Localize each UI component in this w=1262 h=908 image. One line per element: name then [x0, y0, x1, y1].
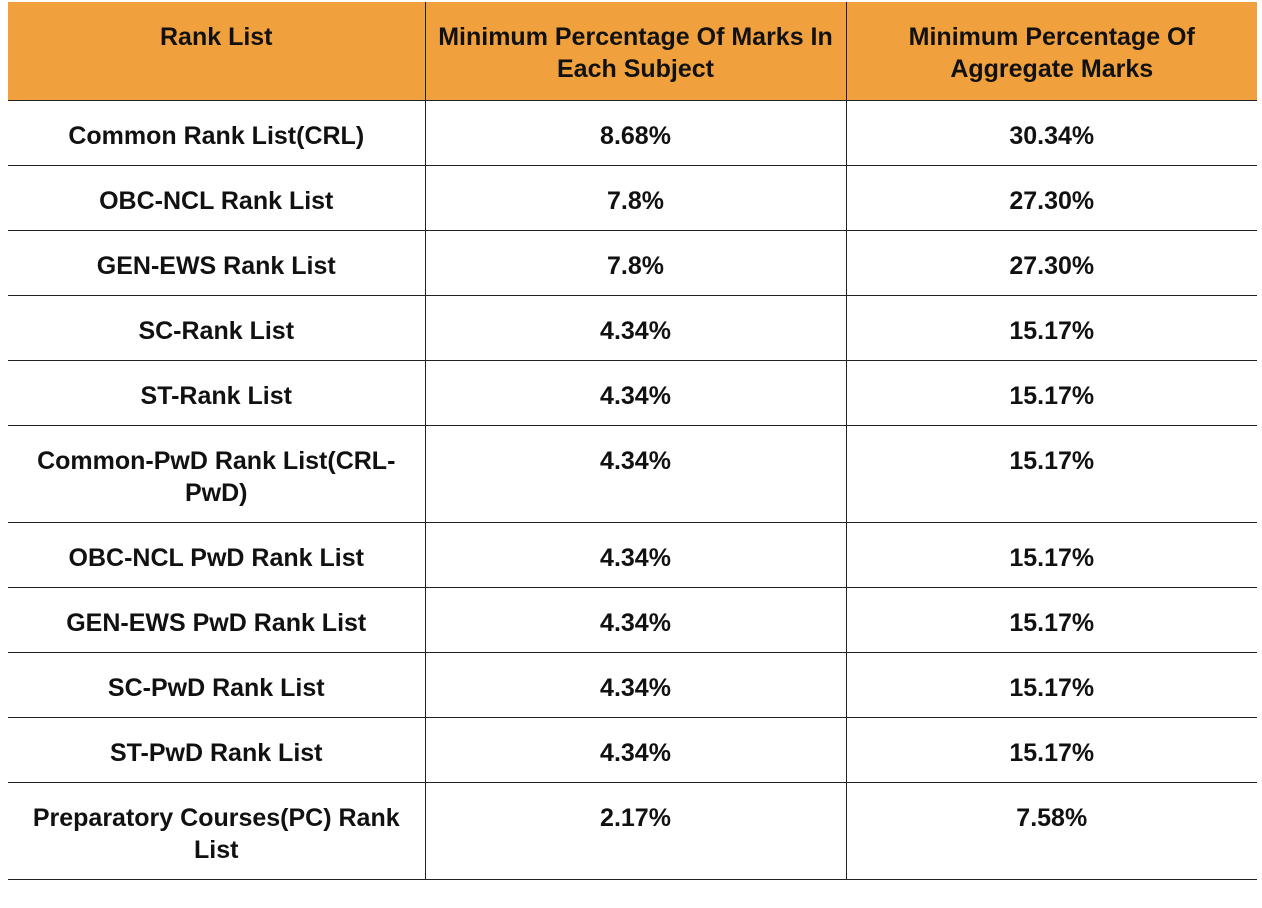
min-subject-percentage: 4.34% [424, 360, 847, 426]
min-subject-percentage: 8.68% [424, 100, 847, 166]
rank-list-name: SC-Rank List [8, 295, 426, 361]
min-subject-percentage: 4.34% [424, 587, 847, 653]
table-row: OBC-NCL Rank List 7.8% 27.30% [8, 165, 1257, 231]
rank-list-name: OBC-NCL PwD Rank List [8, 522, 426, 588]
table-row: ST-Rank List 4.34% 15.17% [8, 360, 1257, 426]
rank-list-table-container: Rank List Minimum Percentage Of Marks In… [8, 2, 1257, 880]
min-subject-percentage: 4.34% [424, 717, 847, 783]
min-subject-percentage: 4.34% [424, 652, 847, 718]
min-subject-percentage: 7.8% [424, 230, 847, 296]
rank-list-name: GEN-EWS PwD Rank List [8, 587, 426, 653]
table-row: Common-PwD Rank List(CRL-PwD) 4.34% 15.1… [8, 425, 1257, 523]
header-rank-list: Rank List [8, 2, 426, 101]
min-subject-percentage: 4.34% [424, 522, 847, 588]
rank-list-name: SC-PwD Rank List [8, 652, 426, 718]
rank-list-name: ST-Rank List [8, 360, 426, 426]
rank-list-cutoff-table: Rank List Minimum Percentage Of Marks In… [8, 2, 1257, 880]
rank-list-name: ST-PwD Rank List [8, 717, 426, 783]
table-row: GEN-EWS Rank List 7.8% 27.30% [8, 230, 1257, 296]
rank-list-name: Common Rank List(CRL) [8, 100, 426, 166]
min-aggregate-percentage: 30.34% [845, 100, 1257, 166]
table-row: OBC-NCL PwD Rank List 4.34% 15.17% [8, 522, 1257, 588]
header-row: Rank List Minimum Percentage Of Marks In… [8, 2, 1257, 101]
min-aggregate-percentage: 15.17% [845, 360, 1257, 426]
table-row: GEN-EWS PwD Rank List 4.34% 15.17% [8, 587, 1257, 653]
table-header: Rank List Minimum Percentage Of Marks In… [8, 2, 1257, 101]
table-row: ST-PwD Rank List 4.34% 15.17% [8, 717, 1257, 783]
table-row: Common Rank List(CRL) 8.68% 30.34% [8, 100, 1257, 166]
min-aggregate-percentage: 15.17% [845, 717, 1257, 783]
min-aggregate-percentage: 7.58% [845, 782, 1257, 880]
table-body: Common Rank List(CRL) 8.68% 30.34% OBC-N… [8, 100, 1257, 880]
header-min-percentage-aggregate: Minimum Percentage Of Aggregate Marks [845, 2, 1257, 101]
table-row: SC-Rank List 4.34% 15.17% [8, 295, 1257, 361]
table-row: Preparatory Courses(PC) Rank List 2.17% … [8, 782, 1257, 880]
header-min-percentage-each-subject: Minimum Percentage Of Marks In Each Subj… [424, 2, 847, 101]
min-aggregate-percentage: 27.30% [845, 230, 1257, 296]
min-subject-percentage: 7.8% [424, 165, 847, 231]
min-subject-percentage: 4.34% [424, 295, 847, 361]
min-aggregate-percentage: 15.17% [845, 425, 1257, 523]
rank-list-name: Common-PwD Rank List(CRL-PwD) [8, 425, 426, 523]
table-row: SC-PwD Rank List 4.34% 15.17% [8, 652, 1257, 718]
min-aggregate-percentage: 15.17% [845, 652, 1257, 718]
rank-list-name: GEN-EWS Rank List [8, 230, 426, 296]
min-aggregate-percentage: 27.30% [845, 165, 1257, 231]
rank-list-name: OBC-NCL Rank List [8, 165, 426, 231]
min-aggregate-percentage: 15.17% [845, 295, 1257, 361]
min-aggregate-percentage: 15.17% [845, 587, 1257, 653]
min-subject-percentage: 2.17% [424, 782, 847, 880]
min-subject-percentage: 4.34% [424, 425, 847, 523]
rank-list-name: Preparatory Courses(PC) Rank List [8, 782, 426, 880]
min-aggregate-percentage: 15.17% [845, 522, 1257, 588]
